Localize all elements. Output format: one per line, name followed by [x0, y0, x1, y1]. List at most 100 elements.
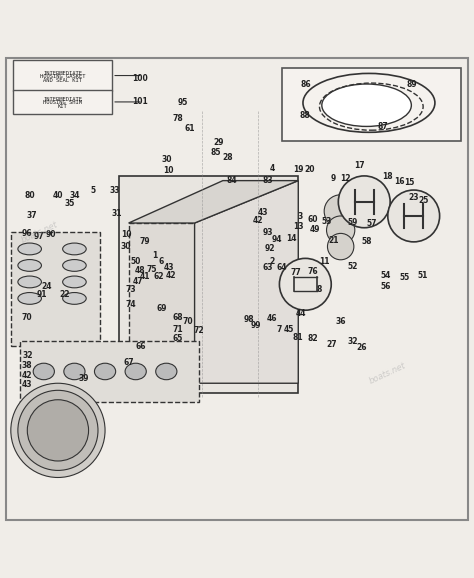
Text: 10: 10 [121, 230, 131, 239]
Text: 100: 100 [133, 75, 148, 83]
Text: 18: 18 [383, 172, 393, 181]
Text: 65: 65 [173, 334, 183, 343]
Text: 61: 61 [185, 124, 195, 134]
Bar [11, 232, 100, 346]
Ellipse shape [63, 260, 86, 271]
Text: 97: 97 [34, 232, 45, 240]
Text: 1: 1 [152, 251, 157, 260]
Text: 30: 30 [121, 242, 131, 251]
Text: 62: 62 [154, 272, 164, 281]
Text: 81: 81 [293, 332, 303, 342]
Bar [20, 341, 199, 402]
Text: 29: 29 [213, 138, 223, 147]
Text: KIT: KIT [58, 104, 67, 109]
Text: 20: 20 [305, 165, 315, 174]
Circle shape [327, 216, 355, 244]
Ellipse shape [322, 84, 411, 127]
Polygon shape [195, 180, 298, 383]
Text: 43: 43 [22, 380, 33, 388]
Ellipse shape [18, 292, 41, 304]
Text: 84: 84 [227, 176, 237, 185]
Text: 13: 13 [293, 223, 303, 231]
Text: 70: 70 [182, 317, 193, 325]
Text: 10: 10 [164, 166, 174, 175]
FancyBboxPatch shape [13, 90, 112, 114]
Text: 33: 33 [109, 186, 120, 195]
Text: 14: 14 [286, 234, 296, 243]
Ellipse shape [18, 276, 41, 288]
Circle shape [150, 214, 188, 251]
Text: INTERMEDIATE: INTERMEDIATE [43, 97, 82, 102]
Text: 75: 75 [147, 265, 157, 274]
Text: 32: 32 [22, 351, 33, 361]
Text: 55: 55 [399, 273, 410, 281]
Text: 79: 79 [140, 238, 150, 246]
Text: boats.net: boats.net [368, 361, 408, 386]
Text: 74: 74 [126, 299, 137, 309]
Text: 54: 54 [380, 271, 391, 280]
FancyBboxPatch shape [13, 61, 112, 91]
Text: 49: 49 [310, 225, 320, 234]
Ellipse shape [63, 276, 86, 288]
Text: 43: 43 [258, 208, 268, 217]
Text: 6: 6 [159, 257, 164, 266]
Text: 19: 19 [293, 165, 303, 174]
Text: 76: 76 [307, 266, 318, 276]
Text: 47: 47 [133, 277, 143, 287]
Text: 4: 4 [270, 164, 275, 173]
Text: 64: 64 [276, 264, 287, 272]
Text: 101: 101 [133, 97, 148, 106]
Text: 87: 87 [378, 122, 389, 131]
Text: 86: 86 [300, 80, 310, 88]
Text: 15: 15 [404, 178, 414, 187]
Text: 28: 28 [222, 153, 233, 162]
Text: 5: 5 [91, 186, 96, 195]
Text: 91: 91 [36, 290, 47, 299]
Text: 92: 92 [265, 243, 275, 253]
Text: 60: 60 [307, 215, 318, 224]
Text: 95: 95 [178, 98, 188, 108]
Text: 52: 52 [347, 262, 358, 271]
Text: 93: 93 [263, 228, 273, 237]
Text: 34: 34 [69, 191, 80, 200]
Ellipse shape [64, 363, 85, 380]
Circle shape [338, 176, 390, 228]
Bar [282, 68, 461, 140]
Circle shape [143, 251, 218, 327]
Text: 37: 37 [27, 212, 37, 220]
Text: 48: 48 [135, 266, 146, 275]
Text: 51: 51 [418, 271, 428, 280]
Text: 80: 80 [24, 191, 35, 200]
Text: 17: 17 [354, 161, 365, 170]
Text: 41: 41 [140, 272, 150, 281]
Circle shape [279, 258, 331, 310]
Circle shape [209, 251, 284, 327]
Text: 40: 40 [53, 191, 63, 200]
Circle shape [27, 400, 89, 461]
Text: 66: 66 [135, 342, 146, 351]
Text: 2: 2 [270, 257, 275, 266]
Polygon shape [128, 180, 298, 223]
Circle shape [388, 190, 439, 242]
Text: 16: 16 [394, 177, 405, 186]
Text: 32: 32 [347, 338, 358, 346]
Text: 88: 88 [300, 111, 310, 120]
Text: 24: 24 [41, 282, 51, 291]
Text: 58: 58 [361, 238, 372, 246]
Text: 50: 50 [130, 257, 141, 266]
Ellipse shape [63, 243, 86, 255]
Text: 21: 21 [328, 236, 339, 246]
Text: 42: 42 [22, 371, 33, 380]
Text: 53: 53 [321, 217, 332, 226]
Text: 67: 67 [123, 358, 134, 366]
Text: 38: 38 [22, 361, 33, 370]
Text: 25: 25 [418, 196, 428, 205]
Text: 22: 22 [60, 290, 70, 299]
Text: 99: 99 [251, 321, 261, 330]
Text: 72: 72 [194, 326, 205, 335]
Ellipse shape [63, 292, 86, 304]
Text: 39: 39 [79, 374, 89, 383]
Text: 59: 59 [347, 217, 358, 227]
Ellipse shape [94, 363, 116, 380]
Text: HOUSING GASKET: HOUSING GASKET [40, 75, 85, 79]
